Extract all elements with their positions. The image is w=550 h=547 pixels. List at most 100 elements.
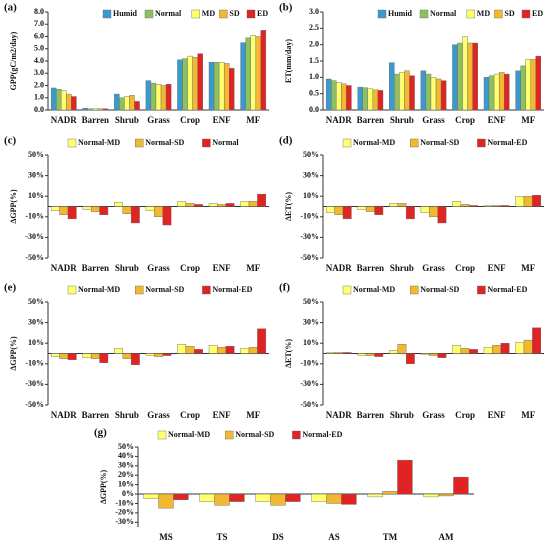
- x-tick-label: Barren: [82, 263, 109, 273]
- bar: [504, 73, 510, 111]
- x-tick-label: Barren: [82, 410, 109, 420]
- x-tick-label: Barren: [357, 410, 384, 420]
- x-tick-label: Barren: [357, 263, 384, 273]
- bar: [229, 493, 245, 502]
- x-tick-label: NADR: [326, 410, 352, 420]
- x-tick-label: Grass: [147, 410, 170, 420]
- bar: [143, 493, 159, 499]
- legend-swatch: [144, 9, 154, 19]
- bar: [483, 205, 493, 207]
- bar: [389, 62, 395, 111]
- y-tick-label: 30%: [28, 317, 44, 326]
- bar: [346, 85, 352, 111]
- bar: [483, 347, 493, 354]
- bar: [357, 206, 367, 210]
- legend-label: Normal-ED: [487, 285, 527, 294]
- bar: [365, 353, 375, 356]
- legend-swatch: [202, 138, 211, 148]
- bar: [467, 42, 473, 111]
- legend-label: Normal-MD: [78, 285, 120, 294]
- bar: [162, 206, 172, 226]
- bar: [257, 193, 267, 207]
- x-tick-label: Shrub: [115, 410, 139, 420]
- bar: [145, 353, 155, 356]
- y-tick-label: 10%: [303, 191, 319, 200]
- bar: [130, 353, 140, 366]
- bar: [469, 205, 478, 207]
- bar: [420, 206, 430, 213]
- x-tick-label: Crop: [455, 410, 475, 420]
- legend-label: ED: [257, 9, 268, 18]
- x-tick-label: ENF: [488, 410, 507, 420]
- bar: [374, 353, 384, 357]
- bar: [520, 65, 526, 111]
- bar: [394, 73, 400, 111]
- legend-swatch: [224, 430, 234, 440]
- bar: [530, 59, 536, 111]
- y-tick-label: 20%: [118, 470, 134, 479]
- y-tick-label: -20%: [115, 508, 134, 517]
- x-tick-label: Barren: [82, 115, 109, 125]
- bar: [213, 62, 220, 111]
- x-tick-label: Shrub: [390, 410, 414, 420]
- bar: [229, 68, 235, 111]
- y-tick-label: 2.0: [34, 80, 44, 89]
- legend-swatch: [134, 285, 144, 295]
- x-tick-label: ENF: [488, 263, 507, 273]
- legend-label: Normal-ED: [212, 285, 252, 294]
- y-tick-label: 10%: [303, 338, 319, 347]
- y-tick-label: -30%: [300, 379, 319, 388]
- y-axis-label: ΔGPP(%): [9, 336, 18, 371]
- bar: [404, 70, 410, 111]
- bar: [177, 344, 187, 354]
- y-tick-label: -50%: [25, 400, 44, 409]
- x-tick-label: Shrub: [115, 263, 139, 273]
- bar: [357, 86, 363, 111]
- bar: [342, 352, 352, 354]
- legend-swatch: [410, 138, 419, 148]
- x-tick-label: AM: [439, 532, 454, 542]
- bar: [129, 95, 135, 111]
- legend-label: ED: [532, 9, 543, 18]
- y-tick-label: 2.0: [309, 39, 319, 48]
- y-tick-label: 10%: [28, 191, 44, 200]
- bar: [420, 353, 430, 355]
- bar: [377, 90, 384, 111]
- legend-swatch: [521, 9, 531, 19]
- y-tick-label: 30%: [28, 170, 44, 179]
- bar: [102, 108, 109, 111]
- y-tick-label: 0.0: [34, 105, 44, 114]
- legend-label: Normal-SD: [420, 138, 459, 147]
- y-tick-label: 30%: [118, 461, 134, 470]
- legend-swatch: [466, 9, 475, 19]
- bar: [197, 53, 203, 111]
- bar: [225, 203, 235, 207]
- bar: [194, 204, 203, 207]
- bar: [523, 195, 533, 207]
- bar: [122, 353, 132, 359]
- bar: [130, 206, 140, 224]
- y-tick-label: 1.0: [309, 72, 319, 81]
- bar: [59, 353, 69, 359]
- bar: [255, 36, 261, 111]
- bar: [214, 493, 230, 506]
- bar: [500, 205, 510, 207]
- y-tick-label: -10%: [300, 212, 319, 221]
- bar: [285, 493, 301, 502]
- x-tick-label: Crop: [180, 410, 200, 420]
- bar: [50, 206, 60, 211]
- bar: [488, 75, 495, 111]
- bar: [523, 339, 533, 354]
- bar: [82, 353, 92, 358]
- bar: [334, 352, 344, 354]
- bar: [420, 70, 427, 111]
- x-tick-label: Crop: [180, 263, 200, 273]
- bar: [435, 78, 442, 111]
- y-tick-label: -10%: [25, 212, 44, 221]
- bar: [208, 345, 218, 354]
- bar: [61, 90, 67, 111]
- bar: [372, 89, 379, 111]
- y-tick-label: 50%: [28, 297, 44, 306]
- bar: [535, 55, 542, 111]
